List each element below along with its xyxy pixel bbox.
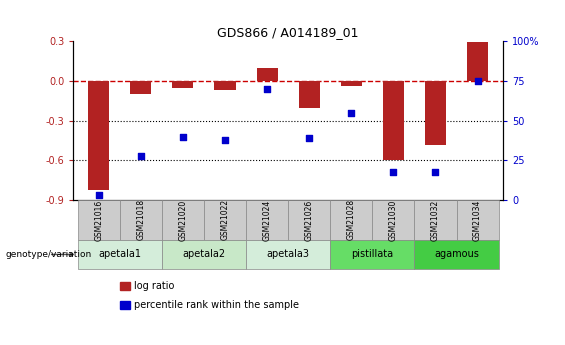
Bar — [120, 282, 130, 290]
Text: pistillata: pistillata — [351, 249, 393, 259]
Point — [220, 137, 229, 142]
Bar — [331, 240, 415, 269]
Bar — [341, 81, 362, 86]
Bar — [131, 81, 151, 94]
Text: GSM21034: GSM21034 — [473, 199, 482, 240]
Bar — [88, 81, 109, 189]
Point — [179, 134, 188, 139]
Point — [431, 169, 440, 174]
Bar — [120, 301, 130, 309]
Bar — [331, 200, 372, 240]
Text: GSM21020: GSM21020 — [179, 199, 188, 240]
Text: GSM21032: GSM21032 — [431, 199, 440, 240]
Text: GSM21028: GSM21028 — [347, 199, 356, 240]
Bar — [372, 200, 415, 240]
Bar — [162, 240, 246, 269]
Bar — [246, 240, 331, 269]
Bar — [120, 200, 162, 240]
Point — [347, 110, 356, 116]
Point — [305, 136, 314, 141]
Text: GSM21022: GSM21022 — [220, 199, 229, 240]
Text: GSM21024: GSM21024 — [263, 199, 272, 240]
Bar — [288, 200, 331, 240]
Point — [473, 78, 482, 84]
Bar — [77, 240, 162, 269]
Text: GSM21030: GSM21030 — [389, 199, 398, 240]
Text: genotype/variation: genotype/variation — [6, 250, 92, 259]
Text: log ratio: log ratio — [134, 282, 174, 291]
Text: percentile rank within the sample: percentile rank within the sample — [134, 300, 299, 310]
Bar — [425, 81, 446, 145]
Point — [136, 153, 145, 158]
Bar — [299, 81, 320, 108]
Bar — [172, 81, 193, 88]
Title: GDS866 / A014189_01: GDS866 / A014189_01 — [218, 26, 359, 39]
Bar — [246, 200, 288, 240]
Bar — [257, 68, 277, 81]
Bar — [77, 200, 120, 240]
Bar — [415, 200, 457, 240]
Bar — [457, 200, 499, 240]
Bar — [204, 200, 246, 240]
Text: apetala3: apetala3 — [267, 249, 310, 259]
Text: GSM21016: GSM21016 — [94, 199, 103, 240]
Bar — [415, 240, 499, 269]
Text: apetala1: apetala1 — [98, 249, 141, 259]
Point — [94, 193, 103, 198]
Bar — [162, 200, 204, 240]
Point — [389, 169, 398, 174]
Bar — [467, 42, 488, 81]
Bar — [383, 81, 404, 160]
Bar — [215, 81, 236, 90]
Point — [263, 86, 272, 92]
Text: GSM21026: GSM21026 — [305, 199, 314, 240]
Text: GSM21018: GSM21018 — [136, 199, 145, 240]
Text: agamous: agamous — [434, 249, 479, 259]
Text: apetala2: apetala2 — [182, 249, 225, 259]
